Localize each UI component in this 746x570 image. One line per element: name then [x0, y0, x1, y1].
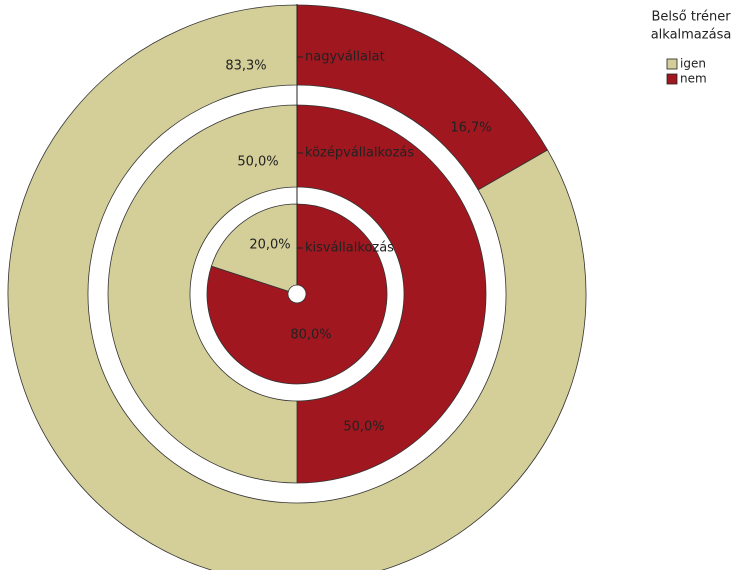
donut-segment: [206, 203, 388, 385]
value-label: 16,7%: [450, 121, 491, 136]
ring-label: középvállalkozás: [305, 146, 414, 161]
legend-label: igen: [680, 57, 706, 71]
legend-swatch: [666, 73, 678, 85]
legend-swatch: [666, 58, 678, 70]
rings: [7, 4, 587, 570]
ring-label: kisvállalkozás: [305, 241, 394, 256]
donut-segment: [7, 4, 587, 570]
value-label: 80,0%: [290, 328, 331, 343]
ring-label: nagyvállalat: [305, 50, 385, 65]
legend-label: nem: [680, 72, 707, 86]
legend-title: alkalmazása: [651, 28, 732, 43]
value-label: 50,0%: [237, 155, 278, 170]
legend-title: Belső tréner: [651, 10, 731, 25]
donut-segment: [296, 104, 487, 484]
value-label: 83,3%: [225, 59, 266, 74]
overlay: 83,3% 16,7% nagyvállalat 50,0% 50,0% középvál…: [225, 4, 492, 435]
value-label: 50,0%: [343, 420, 384, 435]
value-label: 20,0%: [249, 238, 290, 253]
donut-segment: [107, 104, 298, 484]
donut-segment: [210, 203, 298, 292]
